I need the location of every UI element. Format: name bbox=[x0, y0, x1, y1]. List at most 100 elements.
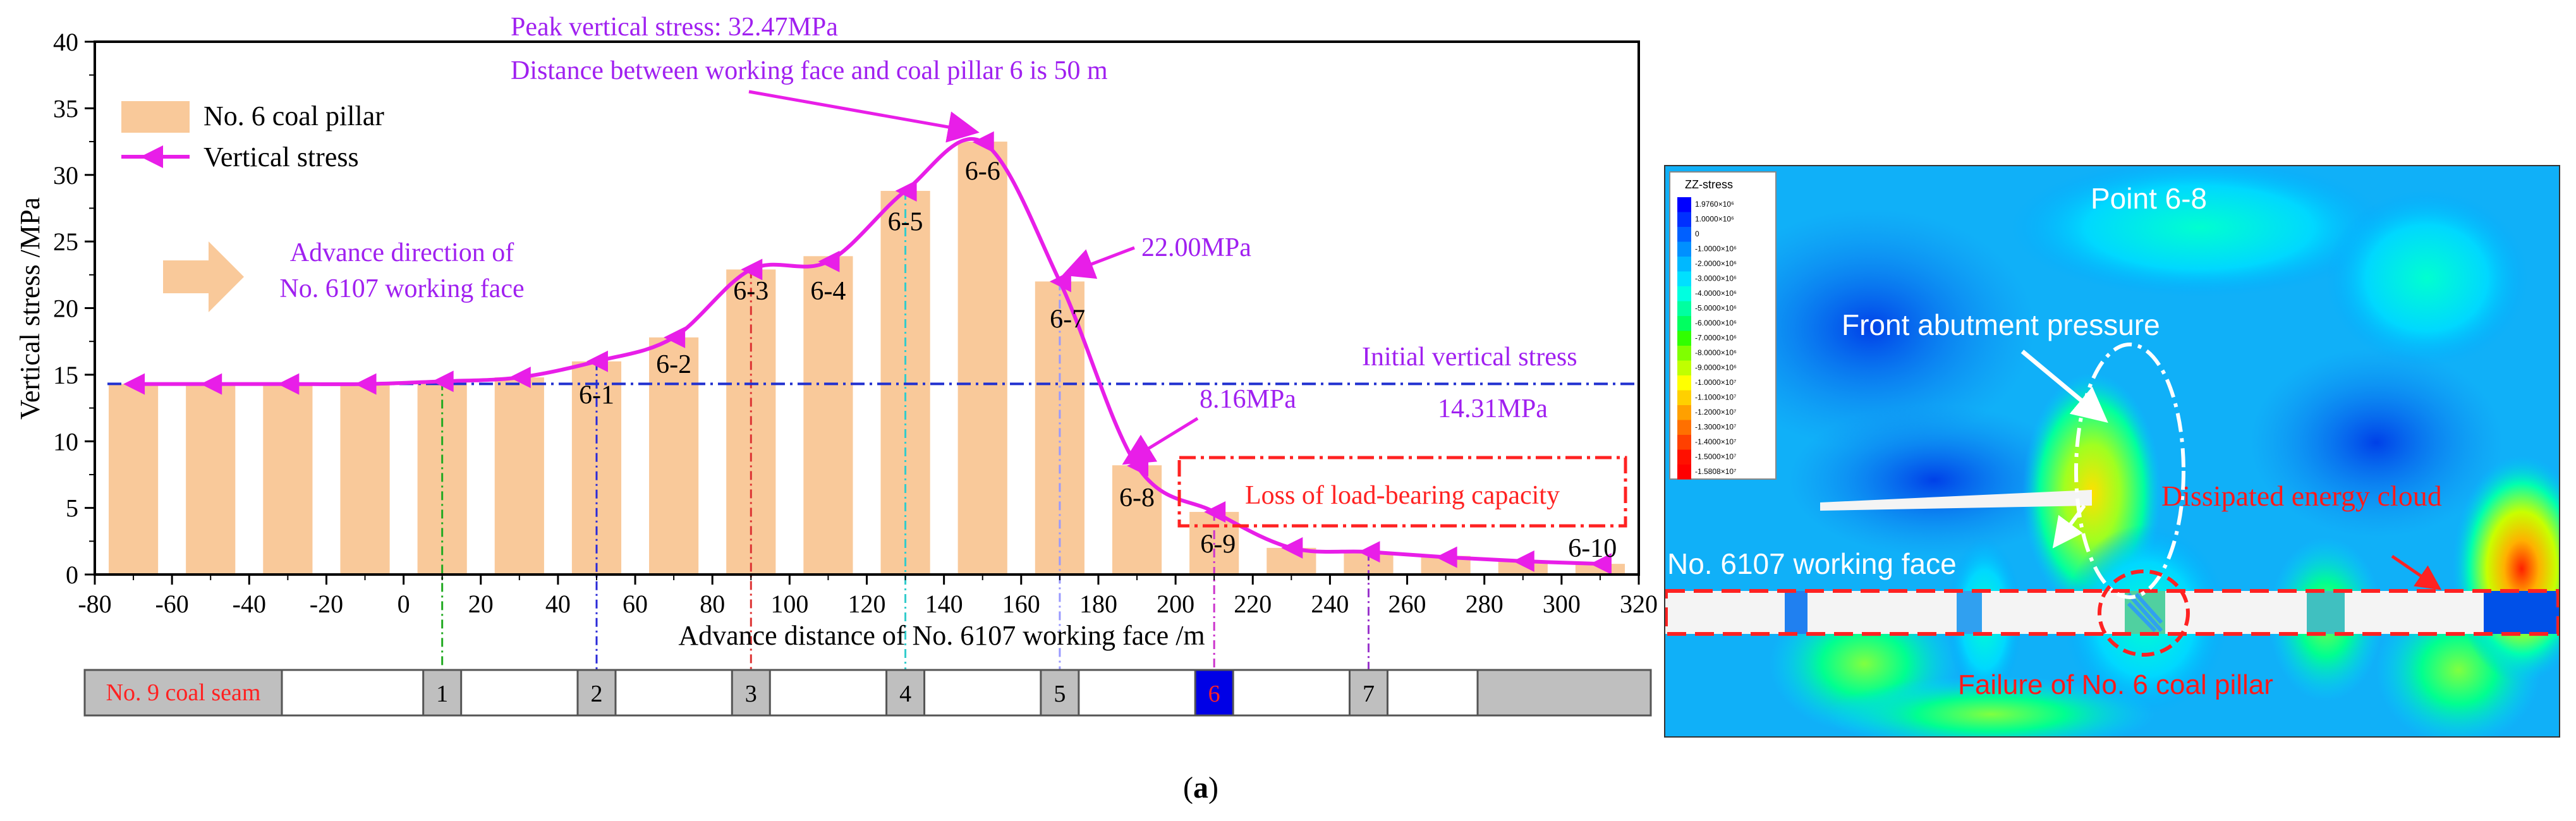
seam-pillar-2 bbox=[576, 669, 617, 717]
sim-legend-swatch bbox=[1677, 212, 1691, 227]
advance-direction-line2: No. 6107 working face bbox=[279, 274, 524, 303]
y-tick-label: 40 bbox=[53, 28, 78, 56]
sim-legend-swatch bbox=[1677, 227, 1691, 242]
seam-pillar-5 bbox=[1040, 669, 1080, 717]
point-label-0: 6-1 bbox=[579, 380, 614, 410]
sim-legend-value: -6.0000×10⁶ bbox=[1695, 319, 1737, 327]
sim-legend-value: 1.0000×10⁶ bbox=[1695, 215, 1734, 224]
peak-stress-annotation: Peak vertical stress: 32.47MPa bbox=[511, 13, 838, 42]
x-tick-label: 280 bbox=[1466, 590, 1504, 618]
stress-chart: 6-1 6-2 6-3 6-4 6-5 6-6 6-7 6-8 6-9 6-10 -80 -60 -4… bbox=[15, 13, 1658, 715]
sim-legend-swatch bbox=[1677, 420, 1691, 435]
sim-legend-swatch bbox=[1677, 405, 1691, 420]
initial-stress-label: Initial vertical stress bbox=[1362, 343, 1577, 372]
stress-marker-11 bbox=[972, 131, 994, 153]
stress-marker-4 bbox=[432, 370, 454, 392]
bar-pillar-2 bbox=[263, 384, 313, 575]
dissipated-energy-box bbox=[1665, 589, 2560, 636]
sim-pillar bbox=[1785, 591, 1807, 634]
x-tick-label: 160 bbox=[1002, 590, 1040, 618]
sim-legend-swatch bbox=[1677, 375, 1691, 391]
bar-pillar-5 bbox=[494, 377, 544, 575]
x-tick-label: 20 bbox=[468, 590, 494, 618]
y-tick-label: 20 bbox=[53, 295, 78, 323]
sim-legend-value: -7.0000×10⁶ bbox=[1695, 334, 1737, 343]
sim-pillar bbox=[2307, 591, 2345, 634]
seam-pillar-label: 1 bbox=[436, 681, 448, 707]
initial-stress-value: 14.31MPa bbox=[1438, 394, 1548, 423]
stress-marker-2 bbox=[277, 373, 300, 395]
abutment-zone-ellipse bbox=[2074, 343, 2185, 599]
bar-pillar-9 bbox=[803, 256, 853, 575]
seam-pillar-7 bbox=[1348, 669, 1388, 717]
stress-marker-14 bbox=[1204, 501, 1226, 523]
sim-legend-swatch bbox=[1677, 331, 1691, 346]
seam-outline bbox=[83, 669, 1652, 717]
bar-pillar-3 bbox=[340, 384, 390, 575]
goaf-gap bbox=[1820, 490, 2092, 511]
sim-legend-swatch bbox=[1677, 316, 1691, 331]
bar-pillar-19 bbox=[1575, 564, 1625, 575]
legend-bar-swatch bbox=[121, 101, 190, 133]
x-tick-label: 60 bbox=[623, 590, 648, 618]
seam-pillar-4 bbox=[885, 669, 926, 717]
x-tick-label: 120 bbox=[848, 590, 886, 618]
x-tick-label: 80 bbox=[700, 590, 725, 618]
coal-seam-strip: No. 9 coal seam 1 2 3 4 5 6 7 bbox=[83, 669, 1652, 717]
point-label-7: 6-8 bbox=[1119, 483, 1155, 513]
x-tick-label: 240 bbox=[1311, 590, 1349, 618]
sim-legend-value: -9.0000×10⁶ bbox=[1695, 363, 1737, 372]
advance-direction-line1: Advance direction of bbox=[290, 238, 514, 267]
bar-pillar-1 bbox=[186, 384, 236, 575]
sim-legend-value: 0 bbox=[1695, 229, 1699, 238]
sim-cyan-region bbox=[2326, 190, 2528, 367]
x-tick-label: -60 bbox=[155, 590, 188, 618]
stress-marker-16 bbox=[1358, 541, 1380, 563]
simulation-panel: ZZ-stress 1.9760×10⁶ 1.0000×10⁶ 0 -1.0000×1… bbox=[1664, 165, 2560, 738]
legend: No. 6 coal pillar Vertical stress bbox=[121, 100, 384, 173]
stress-marker-8 bbox=[741, 258, 763, 281]
stress-marker-0 bbox=[123, 373, 145, 395]
sim-legend-swatch bbox=[1677, 286, 1691, 301]
x-tick-label: 320 bbox=[1620, 590, 1658, 618]
x-tick-label: 40 bbox=[545, 590, 571, 618]
point-label-4: 6-5 bbox=[888, 208, 923, 237]
sim-legend-swatch bbox=[1677, 360, 1691, 375]
point-label-1: 6-2 bbox=[656, 350, 691, 379]
stress-marker-17 bbox=[1435, 546, 1457, 568]
sim-frame bbox=[1664, 165, 2560, 738]
stress-marker-6 bbox=[586, 350, 608, 372]
stress-22-arrow bbox=[1062, 246, 1135, 279]
stress-marker-5 bbox=[509, 367, 531, 389]
point-label-2: 6-3 bbox=[733, 277, 769, 306]
stress-marker-18 bbox=[1512, 550, 1534, 572]
y-tick-label: 15 bbox=[53, 361, 78, 389]
sim-cyan-region bbox=[2010, 166, 2389, 297]
front-abutment-arrow bbox=[2020, 350, 2108, 423]
sim-legend-value: -1.4000×10⁷ bbox=[1695, 437, 1736, 446]
y-axis-label: Vertical stress /MPa bbox=[15, 197, 46, 420]
sim-dark-region bbox=[1706, 209, 2035, 449]
x-tick-label: 180 bbox=[1079, 590, 1117, 618]
sim-legend-swatch bbox=[1677, 241, 1691, 257]
failure-circle bbox=[2098, 569, 2190, 657]
point-label-3: 6-4 bbox=[810, 277, 846, 306]
sim-legend-value: -2.0000×10⁶ bbox=[1695, 259, 1737, 268]
sim-dark-region bbox=[1789, 404, 2079, 556]
loss-capacity-label: Loss of load-bearing capacity bbox=[1245, 481, 1560, 510]
x-axis-ticks: -80 -60 -40 -20 0 20 40 60 80 100 120 140 160 180 200 2… bbox=[78, 575, 1658, 618]
x-tick-label: -40 bbox=[233, 590, 266, 618]
seam-pillar-label: 7 bbox=[1363, 681, 1375, 707]
stress-marker-3 bbox=[355, 373, 377, 395]
y-tick-label: 5 bbox=[66, 494, 78, 523]
seam-pillar-label: 3 bbox=[745, 681, 757, 707]
sim-legend-value: -5.0000×10⁶ bbox=[1695, 304, 1737, 313]
point-label-9: 6-10 bbox=[1568, 534, 1617, 563]
sim-legend-title: ZZ-stress bbox=[1685, 178, 1733, 191]
seam-pillar-label: 4 bbox=[899, 681, 911, 707]
sim-legend-value: -1.3000×10⁷ bbox=[1695, 423, 1736, 432]
sim-legend-swatch bbox=[1677, 449, 1691, 465]
dissipated-energy-arrow bbox=[2391, 554, 2442, 590]
y-tick-label: 30 bbox=[53, 161, 78, 190]
sim-legend-swatch bbox=[1677, 301, 1691, 316]
